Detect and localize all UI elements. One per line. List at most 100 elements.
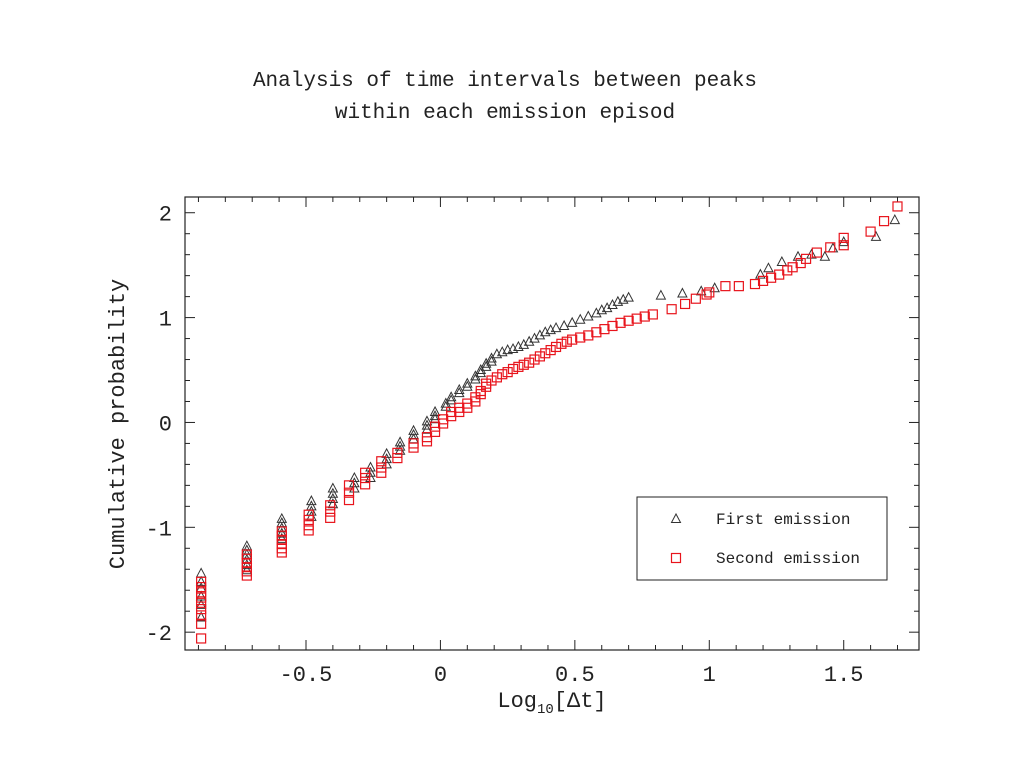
y-tick-label: 2 — [159, 203, 172, 228]
triangle-point — [365, 466, 376, 477]
square-point — [360, 472, 371, 484]
triangle-point — [241, 558, 253, 570]
square-point — [196, 618, 207, 629]
square-point — [241, 570, 252, 581]
triangle-point — [550, 322, 562, 333]
square-point — [615, 317, 626, 328]
triangle-point — [827, 242, 839, 253]
square-point — [623, 315, 634, 326]
legend: First emission Second emission — [636, 496, 888, 581]
square-point — [679, 298, 691, 310]
square-point — [462, 398, 473, 409]
square-point — [540, 348, 551, 359]
triangle-point — [566, 316, 578, 327]
y-axis-label: Cumulative probability — [106, 279, 131, 569]
triangle-point — [518, 338, 530, 349]
square-point — [631, 313, 642, 324]
square-point — [196, 587, 207, 598]
square-point — [607, 320, 618, 332]
y-tick-label: -1 — [146, 517, 172, 542]
square-point — [800, 253, 812, 264]
square-point — [865, 226, 876, 237]
square-point — [392, 453, 403, 464]
triangle-point — [440, 400, 452, 411]
square-point — [196, 610, 207, 621]
triangle-point — [327, 487, 339, 498]
square-point — [196, 604, 207, 615]
legend-marker-square — [670, 552, 682, 564]
x-axis-label-rest: [Δt] — [554, 689, 607, 714]
triangle-point — [486, 355, 497, 366]
triangle-point — [306, 495, 317, 506]
square-point — [303, 525, 314, 536]
plot-frame — [184, 196, 920, 651]
square-point — [878, 216, 890, 227]
triangle-point — [582, 310, 594, 321]
square-point — [491, 372, 502, 383]
square-point — [749, 278, 761, 290]
square-point — [561, 336, 572, 347]
chart-title-line-2: within each emission episod — [334, 102, 676, 125]
triangle-point — [195, 575, 207, 586]
triangle-point — [241, 564, 253, 575]
chart-title-line-1: Analysis of time intervals between peaks — [252, 70, 758, 93]
triangle-point — [755, 268, 766, 279]
square-point — [343, 480, 355, 491]
triangle-point — [453, 387, 465, 398]
square-point — [529, 354, 540, 365]
triangle-point — [327, 492, 339, 503]
legend-label: First emission — [716, 511, 850, 529]
square-point — [892, 201, 903, 212]
triangle-point — [429, 413, 441, 424]
triangle-point — [394, 440, 406, 451]
square-point — [303, 514, 314, 526]
triangle-point — [276, 532, 288, 543]
y-tick-label: -2 — [146, 622, 172, 647]
triangle-point — [475, 363, 487, 375]
square-point — [567, 334, 578, 345]
x-tick-label: -0.5 — [280, 663, 333, 688]
square-point — [757, 275, 769, 286]
legend-box — [636, 496, 888, 581]
triangle-point — [591, 307, 602, 318]
square-point — [838, 232, 849, 243]
square-point — [438, 414, 449, 425]
square-point — [704, 287, 715, 298]
square-point — [666, 304, 677, 315]
x-axis-label: Log10[Δt] — [497, 689, 606, 718]
square-point — [502, 367, 513, 378]
square-point — [360, 467, 371, 478]
triangle-point — [429, 405, 441, 416]
square-point — [481, 378, 492, 389]
triangle-point — [276, 527, 288, 538]
square-point — [513, 361, 524, 372]
square-point — [647, 309, 658, 320]
square-point — [639, 311, 650, 322]
square-point — [720, 281, 731, 292]
square-point — [303, 509, 314, 520]
triangle-point — [623, 291, 634, 302]
triangle-point — [475, 367, 487, 378]
triangle-point — [381, 458, 392, 469]
square-point — [196, 581, 207, 593]
x-axis-label-subscript: 10 — [537, 702, 554, 718]
triangle-point — [445, 391, 457, 402]
square-point — [343, 494, 355, 506]
triangle-point — [607, 298, 618, 310]
triangle-point — [523, 335, 535, 346]
square-point — [196, 597, 207, 608]
x-tick-label: 1 — [703, 663, 716, 688]
square-point — [421, 436, 433, 447]
triangle-point — [480, 360, 492, 371]
triangle-point — [276, 522, 288, 533]
square-point — [360, 479, 371, 490]
triangle-point — [838, 236, 850, 247]
series-square — [196, 201, 903, 644]
triangle-point — [349, 477, 360, 488]
triangle-point — [470, 370, 481, 381]
square-point — [429, 421, 441, 432]
square-point — [550, 341, 562, 353]
triangle-point — [776, 255, 788, 267]
square-point — [303, 520, 314, 531]
square-point — [766, 272, 777, 283]
